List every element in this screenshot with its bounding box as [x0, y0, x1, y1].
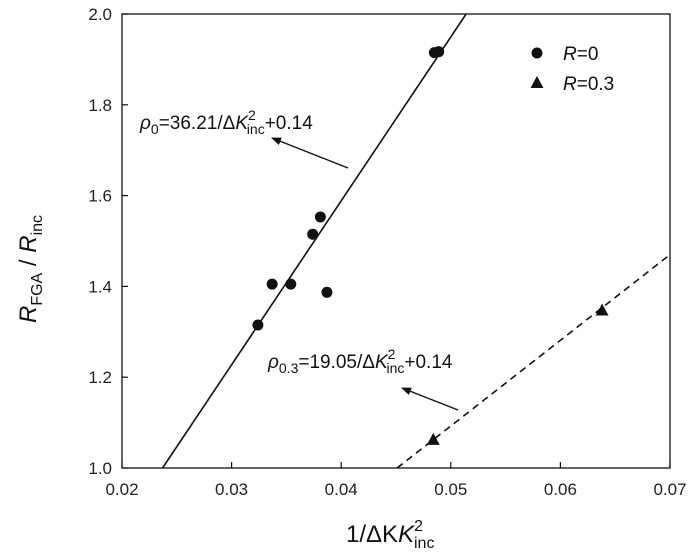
- point-r0: [252, 319, 264, 331]
- x-tick-label: 0.06: [544, 480, 577, 499]
- point-r03: [426, 432, 440, 445]
- y-axis: 1.0 1.2 1.4 1.6 1.8 2.0: [88, 5, 128, 478]
- point-r03: [595, 303, 609, 316]
- fit-equation-r0: ρ0=36.21/ΔK2 inc+0.14: [139, 107, 313, 137]
- fit-equation-r03-arrow: [401, 387, 459, 411]
- x-tick-label: 0.05: [434, 480, 467, 499]
- x-axis-label: 1/ΔKK2 inc: [346, 518, 434, 552]
- fit-line-r0: [161, 13, 467, 469]
- legend-marker-circle: [531, 47, 543, 59]
- fit-equation-r0-arrow: [271, 137, 349, 169]
- x-tick-label: 0.03: [215, 480, 248, 499]
- legend-label-r0: R=0: [563, 44, 598, 65]
- data-points: [252, 46, 609, 445]
- plot-frame: [121, 13, 671, 469]
- y-tick-label: 1.4: [88, 277, 112, 296]
- x-tick-label: 0.04: [325, 480, 358, 499]
- fit-line-r03: [396, 253, 671, 469]
- point-r0: [307, 228, 319, 240]
- x-axis: 0.02 0.03 0.04 0.05 0.06 0.07: [105, 462, 687, 499]
- x-tick-label: 0.07: [653, 480, 686, 499]
- legend-marker-triangle: [530, 76, 544, 88]
- point-r0: [285, 278, 297, 290]
- y-axis-label: RFGA / Rinc: [15, 215, 46, 323]
- point-r0: [314, 211, 326, 223]
- point-r0: [433, 46, 445, 58]
- y-tick-label: 1.0: [88, 459, 112, 478]
- y-tick-label: 1.6: [88, 187, 112, 206]
- y-tick-label: 1.8: [88, 96, 112, 115]
- y-tick-label: 2.0: [88, 5, 112, 24]
- point-r0: [321, 286, 333, 298]
- x-tick-label: 0.02: [105, 480, 138, 499]
- point-r0: [266, 278, 278, 290]
- legend-label-r03: R=0.3: [563, 74, 614, 95]
- legend: R=0 R=0.3: [530, 44, 614, 95]
- fit-equation-r03: ρ0.3=19.05/ΔK2 inc+0.14: [267, 346, 453, 376]
- y-tick-label: 1.2: [88, 368, 112, 387]
